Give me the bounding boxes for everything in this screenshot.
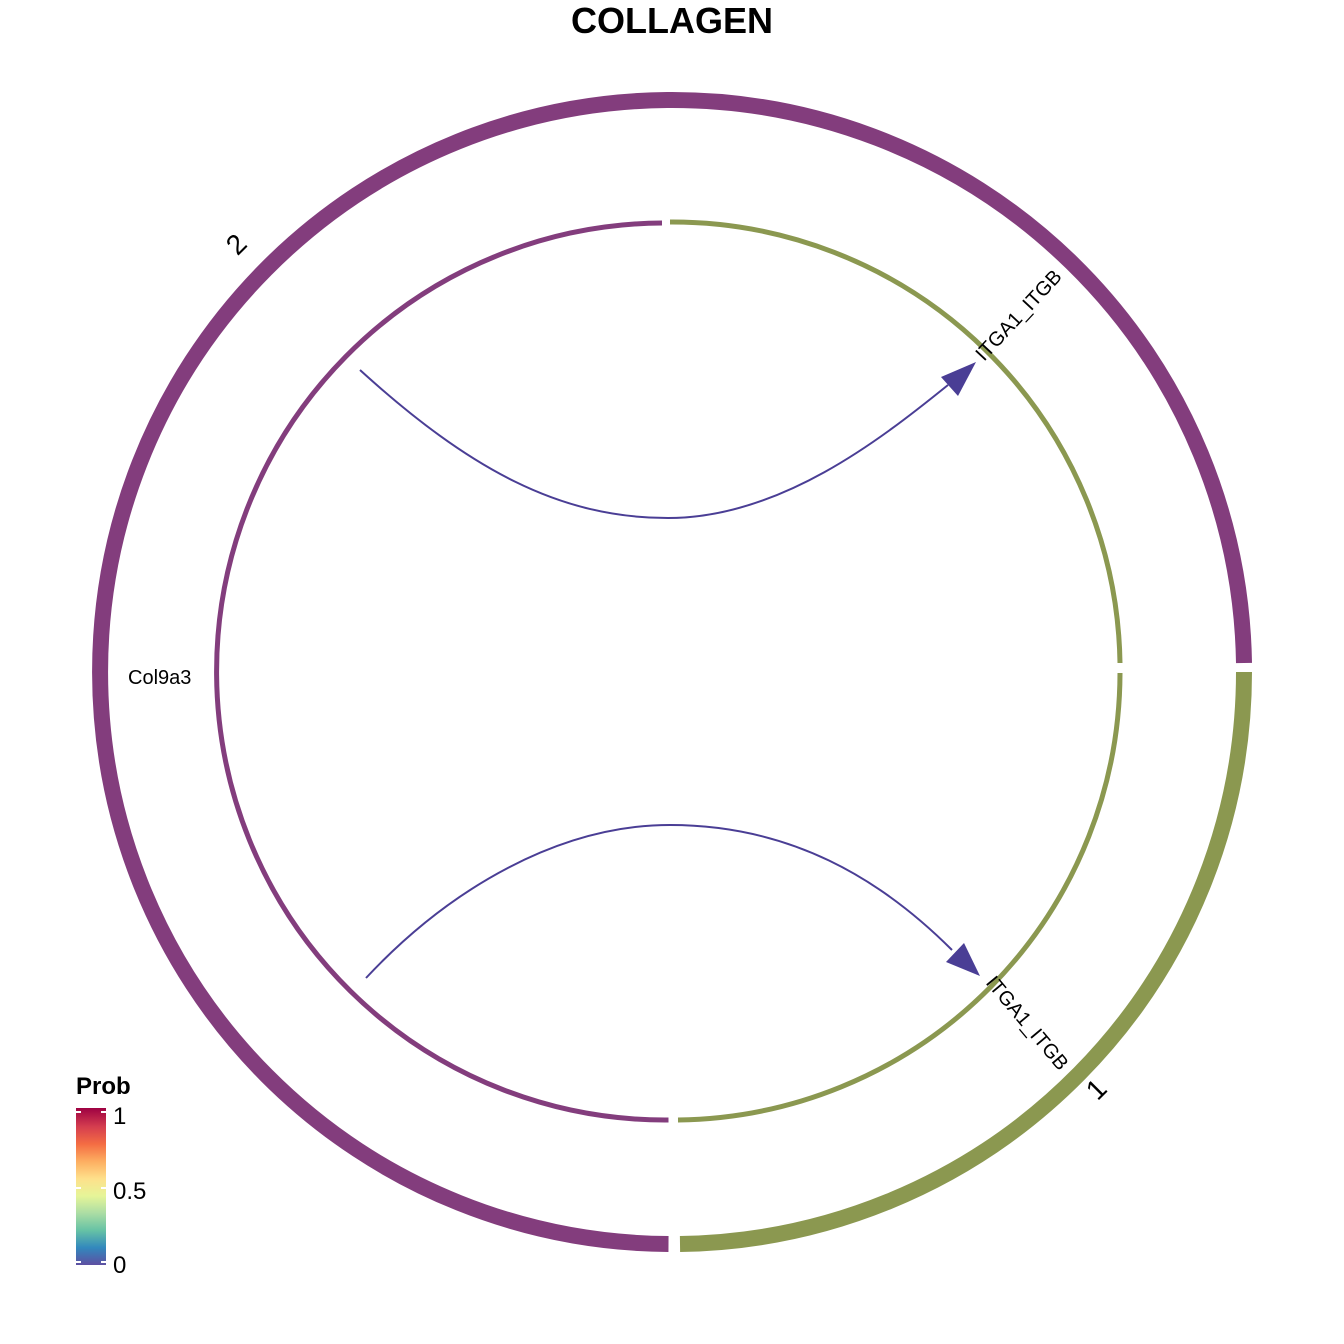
inner-sector-ligand [214, 220, 669, 1123]
group-label-2: 2 [220, 228, 253, 261]
legend-title: Prob [76, 1073, 131, 1100]
outer-sector-group-2 [92, 92, 1252, 1252]
inner-sector-receptor-upper [669, 219, 1123, 664]
arrowhead-upper [941, 362, 976, 396]
legend-colorbar [76, 1108, 106, 1265]
outer-sector-group-1 [679, 671, 1252, 1252]
inner-sector-receptor-lower [677, 672, 1123, 1123]
legend-tick-label-0: 0 [113, 1252, 126, 1279]
link-lower [365, 823, 953, 979]
gene-label-receptor-upper: ITGA1_ITGB [972, 266, 1067, 366]
link-upper [359, 369, 949, 520]
gene-label-receptor-lower: ITGA1_ITGB [981, 972, 1072, 1075]
group-label-1: 1 [1080, 1073, 1113, 1106]
chart-title: COLLAGEN [571, 0, 773, 41]
legend-tick-label-05: 0.5 [113, 1178, 146, 1205]
legend-tick-label-1: 1 [113, 1103, 126, 1130]
arrowhead-lower [946, 943, 980, 976]
gene-label-ligand: Col9a3 [128, 667, 191, 689]
